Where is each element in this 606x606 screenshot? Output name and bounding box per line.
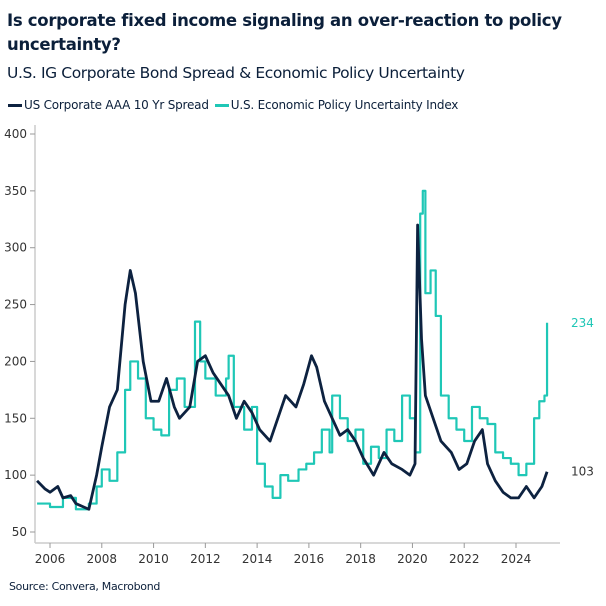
y-tick-label: 400 — [4, 127, 27, 141]
y-tick-label: 100 — [4, 468, 27, 482]
series-line-epu — [37, 189, 549, 511]
y-tick-label: 150 — [4, 411, 27, 425]
legend-label: U.S. Economic Policy Uncertainty Index — [230, 98, 459, 112]
series-line-spread — [36, 223, 549, 511]
y-tick-label: 300 — [4, 241, 27, 255]
y-tick-label: 200 — [4, 354, 27, 368]
legend-swatch — [8, 104, 22, 107]
chart-title: Is corporate fixed income signaling an o… — [7, 11, 562, 54]
end-value-label: 234 — [571, 316, 594, 330]
x-tick-label: 2016 — [294, 552, 325, 566]
x-tick-label: 2014 — [242, 552, 273, 566]
legend-item-spread: US Corporate AAA 10 Yr Spread — [8, 98, 209, 112]
chart-subtitle: U.S. IG Corporate Bond Spread & Economic… — [7, 64, 465, 82]
x-tick-label: 2010 — [138, 552, 169, 566]
x-tick-label: 2022 — [449, 552, 480, 566]
x-tick-label: 2024 — [501, 552, 532, 566]
x-tick-label: 2018 — [345, 552, 376, 566]
end-value-label: 103 — [571, 465, 594, 479]
legend-item-epu: U.S. Economic Policy Uncertainty Index — [214, 98, 459, 112]
legend-label: US Corporate AAA 10 Yr Spread — [24, 98, 209, 112]
y-tick-label: 350 — [4, 184, 27, 198]
legend: US Corporate AAA 10 Yr Spread U.S. Econo… — [8, 98, 458, 112]
x-tick-label: 2006 — [35, 552, 66, 566]
source-note: Source: Convera, Macrobond — [9, 580, 161, 593]
legend-swatch — [214, 104, 229, 107]
x-tick-label: 2020 — [397, 552, 428, 566]
x-tick-label: 2012 — [190, 552, 221, 566]
y-tick-label: 50 — [12, 525, 27, 539]
y-tick-label: 250 — [4, 298, 27, 312]
x-tick-label: 2008 — [87, 552, 118, 566]
